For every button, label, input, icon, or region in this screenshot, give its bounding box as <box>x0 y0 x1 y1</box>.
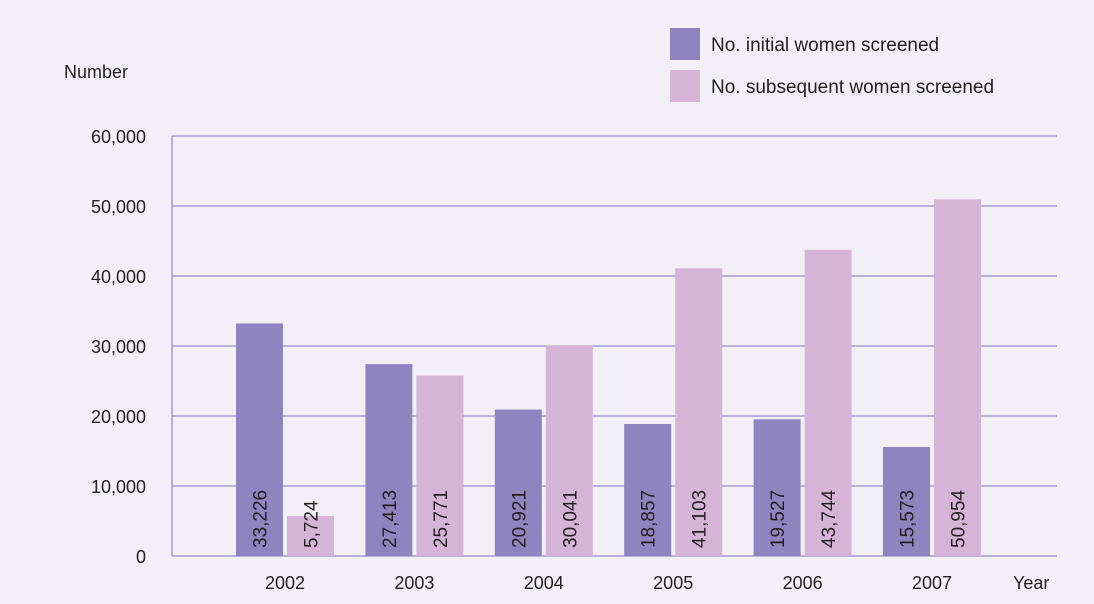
bar-initial <box>494 409 542 556</box>
bar-value-label: 30,041 <box>560 490 581 548</box>
gridlines <box>172 135 1057 557</box>
bar-subsequent <box>804 249 852 557</box>
y-tick-label: 0 <box>136 547 146 567</box>
x-tick-label: 2006 <box>783 573 823 593</box>
bar-value-label: 50,954 <box>949 489 970 548</box>
bar-value-label: 18,857 <box>639 490 660 548</box>
bar-value-label: 33,226 <box>251 490 272 548</box>
y-tick-label: 30,000 <box>91 337 146 357</box>
legend: No. initial women screened No. subsequent… <box>670 28 994 102</box>
y-tick-label: 50,000 <box>91 197 146 217</box>
bar-initial <box>883 446 930 556</box>
legend-label: No. subsequent women screened <box>711 77 994 98</box>
bar-initial <box>753 419 801 556</box>
y-tick-label: 60,000 <box>91 127 146 147</box>
bar-subsequent <box>545 345 593 556</box>
bar-initial <box>624 424 672 556</box>
legend-swatch <box>670 70 700 102</box>
y-axis-label: Number <box>64 62 128 82</box>
bar-value-label: 27,413 <box>380 490 401 548</box>
bar-initial <box>236 323 283 556</box>
bar-subsequent <box>675 268 723 556</box>
bar-subsequent <box>416 375 464 556</box>
bar-value-label: 43,744 <box>819 489 840 548</box>
x-tick-label: 2007 <box>912 573 952 593</box>
x-tick-label: 2003 <box>394 573 434 593</box>
x-tick-label: 2005 <box>653 573 693 593</box>
bar-value-label: 20,921 <box>509 490 530 548</box>
bar-value-label: 19,527 <box>768 490 789 548</box>
bar-subsequent <box>934 199 981 556</box>
bar-value-label: 41,103 <box>690 490 711 548</box>
y-tick-label: 40,000 <box>91 267 146 287</box>
y-tick-label: 20,000 <box>91 407 146 427</box>
bars: 33,226 5,724 27,413 25,771 20,921 30,041 18,85… <box>236 199 981 557</box>
axes: 0 10,000 20,000 30,000 40,000 50,000 60,000 200… <box>91 127 952 593</box>
bar-value-label: 15,573 <box>898 490 919 548</box>
legend-swatch <box>670 28 700 60</box>
y-tick-label: 10,000 <box>91 477 146 497</box>
x-axis-label: Year <box>1013 573 1049 593</box>
bar-initial <box>365 364 413 556</box>
legend-label: No. initial women screened <box>711 35 939 56</box>
bar-subsequent <box>287 515 334 556</box>
bar-value-label: 25,771 <box>431 490 452 548</box>
x-tick-label: 2002 <box>265 573 305 593</box>
bar-value-label: 5,724 <box>302 500 323 548</box>
x-tick-label: 2004 <box>524 573 564 593</box>
